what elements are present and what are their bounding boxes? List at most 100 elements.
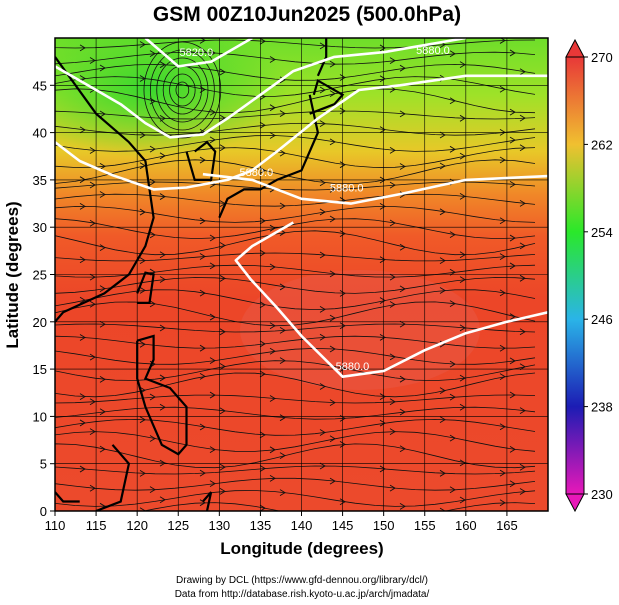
flow-arrow	[389, 273, 396, 281]
low-circulation	[156, 57, 209, 123]
flow-arrow	[259, 249, 266, 257]
contour-line	[144, 38, 253, 68]
flow-arrow	[449, 231, 456, 239]
flow-arrow	[329, 90, 336, 98]
flow-arrow	[159, 193, 166, 200]
flow-arrow	[139, 208, 146, 216]
streamline	[141, 502, 536, 511]
flow-arrow	[329, 270, 336, 278]
flow-arrow	[199, 156, 206, 164]
y-tick-label: 30	[33, 220, 47, 235]
flow-arrow	[99, 285, 106, 293]
flow-arrow	[509, 391, 516, 399]
flow-arrow	[499, 423, 506, 431]
flow-arrow	[389, 57, 396, 65]
flow-arrow	[339, 322, 346, 330]
flow-arrow	[389, 398, 396, 406]
flow-arrow	[80, 518, 85, 524]
streamline	[55, 51, 536, 65]
flow-arrow	[389, 146, 396, 154]
x-tick-label: 140	[291, 518, 313, 533]
coastline	[185, 140, 217, 181]
flow-arrow	[259, 431, 266, 439]
flow-arrow	[319, 208, 326, 216]
flow-arrow	[99, 162, 106, 170]
flow-arrow	[339, 230, 346, 238]
flow-arrow	[219, 463, 226, 471]
y-tick-label: 0	[40, 504, 47, 519]
y-tick-label: 15	[33, 362, 47, 377]
flow-arrow	[89, 353, 96, 361]
flow-arrow	[339, 440, 346, 448]
flow-arrow	[99, 408, 106, 416]
flow-arrow	[459, 403, 466, 411]
flow-arrow	[219, 487, 226, 495]
flow-arrow	[209, 136, 216, 144]
flow-arrow	[269, 132, 276, 139]
flow-arrow	[439, 287, 446, 294]
flow-arrow	[139, 131, 146, 139]
flow-arrow	[449, 50, 456, 58]
flow-arrow	[99, 445, 106, 453]
flow-arrow	[269, 474, 276, 482]
streamline	[55, 418, 536, 436]
flow-arrow	[499, 85, 506, 93]
flow-arrow	[399, 243, 406, 251]
flow-arrow	[379, 44, 386, 52]
flow-arrow	[320, 517, 325, 523]
flow-arrow	[329, 186, 336, 193]
flow-arrow	[319, 383, 326, 390]
flow-arrow	[319, 429, 326, 436]
y-tick-label: 5	[40, 457, 47, 472]
flow-arrow	[279, 202, 286, 210]
flow-arrow	[139, 416, 146, 424]
flow-arrow	[199, 372, 206, 380]
flow-arrow	[269, 263, 276, 271]
streamline	[55, 252, 536, 262]
flow-arrow	[339, 289, 346, 297]
flow-arrow	[499, 344, 506, 352]
flow-arrow	[519, 488, 526, 495]
flow-arrow	[219, 363, 226, 370]
coastline	[95, 444, 131, 511]
flow-arrow	[159, 61, 166, 69]
colorbar-tick-label: 254	[591, 225, 613, 240]
flow-arrow	[459, 251, 466, 259]
colorbar-body	[565, 56, 585, 495]
flow-arrow	[89, 398, 96, 406]
flow-arrow	[79, 334, 86, 341]
y-tick-label: 25	[33, 268, 47, 283]
flow-arrow	[139, 286, 146, 294]
streamline	[55, 76, 536, 97]
flow-arrow	[259, 167, 266, 174]
flow-arrow	[199, 253, 206, 260]
flow-arrow	[439, 416, 446, 424]
colorbar-tick-label: 262	[591, 137, 613, 152]
flow-arrow	[379, 419, 386, 427]
flow-arrow	[379, 393, 386, 400]
flow-arrow	[459, 374, 466, 382]
flow-arrow	[499, 156, 506, 164]
flow-arrow	[519, 363, 526, 371]
flow-arrow	[89, 428, 96, 435]
flow-arrow	[219, 407, 226, 415]
flow-arrow	[149, 231, 156, 239]
flow-arrow	[79, 419, 86, 427]
flow-arrow	[379, 297, 386, 304]
flow-arrow	[459, 496, 466, 504]
streamline	[55, 465, 536, 475]
flow-arrow	[519, 407, 526, 415]
flow-arrow	[79, 256, 86, 264]
x-tick-label: 160	[455, 518, 477, 533]
coastline	[218, 94, 320, 219]
flow-arrow	[79, 203, 86, 210]
flow-arrow	[259, 38, 266, 45]
flow-arrow	[149, 435, 156, 442]
flow-arrow	[209, 357, 216, 364]
coastline	[316, 38, 328, 77]
contour-line	[202, 172, 548, 205]
flow-arrow	[279, 149, 286, 157]
flow-arrow	[379, 465, 386, 473]
flow-arrow	[99, 191, 106, 198]
flow-arrow	[509, 313, 516, 321]
